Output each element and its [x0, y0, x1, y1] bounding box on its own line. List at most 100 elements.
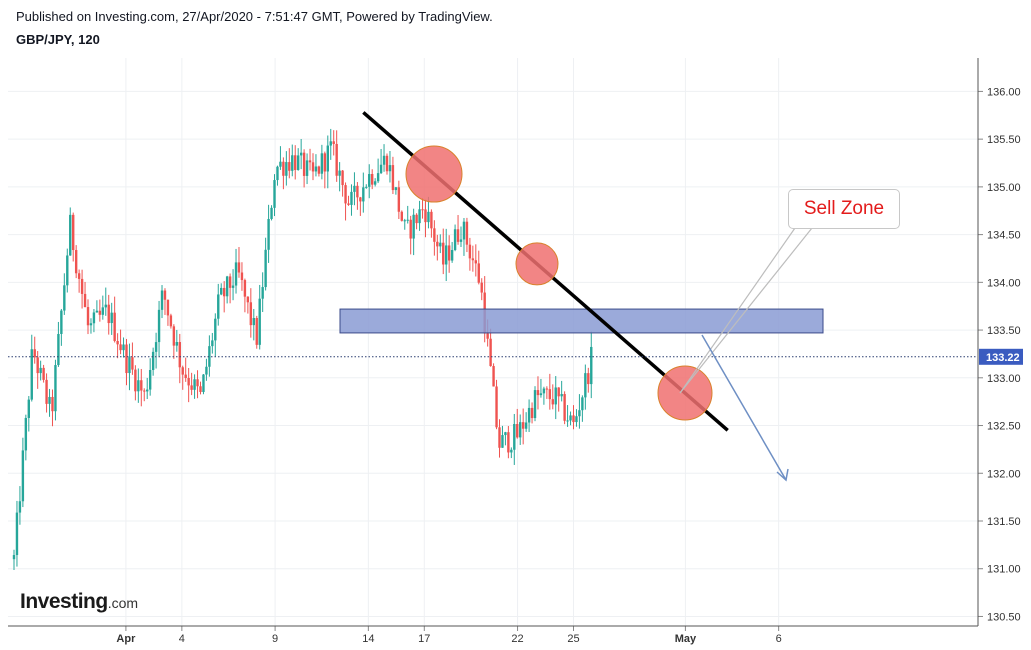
- projection-arrow: [701, 334, 787, 481]
- candle-body: [119, 344, 122, 351]
- candle-body: [45, 379, 48, 404]
- candle-body: [397, 187, 401, 212]
- candle-body: [332, 141, 335, 144]
- candle-body: [519, 422, 522, 438]
- candle-body: [243, 280, 247, 297]
- candle-body: [276, 166, 279, 181]
- candle-body: [513, 424, 516, 450]
- candle-body: [199, 386, 202, 392]
- candle-body: [385, 155, 389, 172]
- candle-body: [140, 380, 143, 391]
- candle-body: [530, 407, 534, 419]
- candle-body: [581, 397, 584, 411]
- candle-body: [521, 422, 525, 429]
- candle-body: [338, 170, 341, 176]
- y-tick-label: 131.50: [987, 516, 1021, 528]
- investing-logo: Investing.com: [20, 590, 138, 614]
- candle-body: [214, 318, 217, 341]
- candle-body: [575, 416, 578, 423]
- candle-body: [314, 166, 318, 172]
- candle-body: [190, 385, 193, 390]
- candle-body: [560, 394, 563, 397]
- touch-marker-circle: [405, 145, 463, 203]
- y-tick-label: 135.50: [987, 134, 1021, 146]
- candle-body: [12, 555, 16, 560]
- x-tick-label: Apr: [116, 633, 136, 645]
- candle-body: [516, 424, 519, 438]
- y-tick-label: 134.50: [987, 230, 1021, 242]
- callout-pointer: [679, 227, 813, 394]
- candle-body: [474, 260, 478, 264]
- candle-body: [69, 214, 72, 256]
- candle-body: [187, 378, 190, 386]
- candle-body: [424, 209, 427, 223]
- candle-body: [273, 180, 276, 208]
- candle-body: [270, 207, 273, 219]
- candle-body: [151, 351, 155, 371]
- candle-body: [492, 366, 495, 387]
- candle-body: [584, 373, 587, 398]
- candle-body: [113, 312, 116, 341]
- candle-body: [104, 304, 107, 308]
- candle-body: [196, 379, 199, 387]
- candle-body: [222, 287, 226, 297]
- candle-body: [202, 374, 205, 392]
- candle-body: [160, 290, 164, 310]
- candle-body: [569, 415, 572, 421]
- candle-body: [533, 390, 537, 419]
- candle-body: [557, 387, 560, 397]
- candle-body: [92, 312, 96, 324]
- candle-body: [587, 373, 590, 385]
- candle-body: [373, 181, 377, 185]
- candle-body: [116, 340, 119, 345]
- candle-body: [18, 501, 22, 513]
- candle-body: [566, 420, 569, 422]
- candle-body: [208, 346, 211, 367]
- candle-body: [146, 389, 149, 392]
- candle-body: [450, 250, 454, 261]
- candles: [12, 128, 593, 571]
- candle-body: [267, 218, 270, 250]
- candle-body: [193, 379, 196, 390]
- candle-body: [459, 239, 463, 242]
- candle-body: [305, 160, 309, 176]
- candle-body: [442, 242, 445, 265]
- candle-body: [409, 219, 412, 239]
- candle-body: [86, 307, 90, 326]
- candle-body: [157, 309, 161, 343]
- current-price-badge: [979, 348, 1023, 365]
- candle-body: [237, 262, 241, 273]
- sell-zone-callout[interactable]: Sell Zone: [788, 189, 900, 229]
- header: Published on Investing.com, 27/Apr/2020 …: [16, 8, 493, 48]
- candle-body: [228, 276, 232, 288]
- candle-body: [33, 349, 36, 358]
- candle-body: [154, 342, 158, 352]
- candle-body: [536, 390, 540, 396]
- candle-body: [415, 214, 418, 224]
- candle-body: [252, 318, 255, 326]
- candle-body: [302, 152, 306, 176]
- candle-body: [255, 318, 258, 345]
- candle-body: [261, 287, 264, 299]
- candle-body: [551, 399, 554, 405]
- candle-body: [72, 214, 75, 251]
- candle-body: [285, 162, 288, 176]
- candle-body: [501, 435, 504, 448]
- candle-body: [60, 310, 63, 334]
- candle-body: [110, 312, 113, 324]
- candle-body: [89, 323, 93, 326]
- candle-body: [356, 185, 359, 198]
- overlays: [8, 111, 978, 482]
- candle-body: [433, 228, 436, 242]
- candle-body: [572, 415, 575, 423]
- sell-zone-rect: [339, 308, 824, 334]
- candle-body: [445, 245, 448, 265]
- candle-body: [542, 388, 546, 394]
- candle-body: [225, 276, 229, 297]
- candle-body: [578, 410, 581, 417]
- candle-body: [63, 285, 66, 311]
- candle-body: [205, 366, 208, 375]
- x-tick-label: 17: [418, 633, 430, 645]
- candle-body: [51, 396, 54, 412]
- candle-body: [317, 166, 321, 174]
